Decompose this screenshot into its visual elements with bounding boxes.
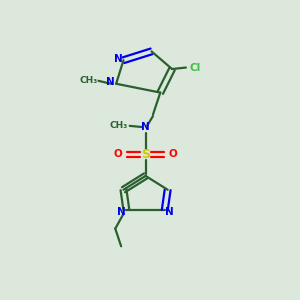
Text: N: N [165,207,174,217]
Text: Cl: Cl [189,63,200,73]
Text: CH₃: CH₃ [80,76,98,85]
Text: N: N [106,77,115,87]
Text: O: O [114,149,123,159]
Text: CH₃: CH₃ [110,122,128,130]
Text: N: N [141,122,150,132]
Text: S: S [141,148,150,161]
Text: N: N [114,54,123,64]
Text: O: O [169,149,177,159]
Text: N: N [117,207,126,217]
